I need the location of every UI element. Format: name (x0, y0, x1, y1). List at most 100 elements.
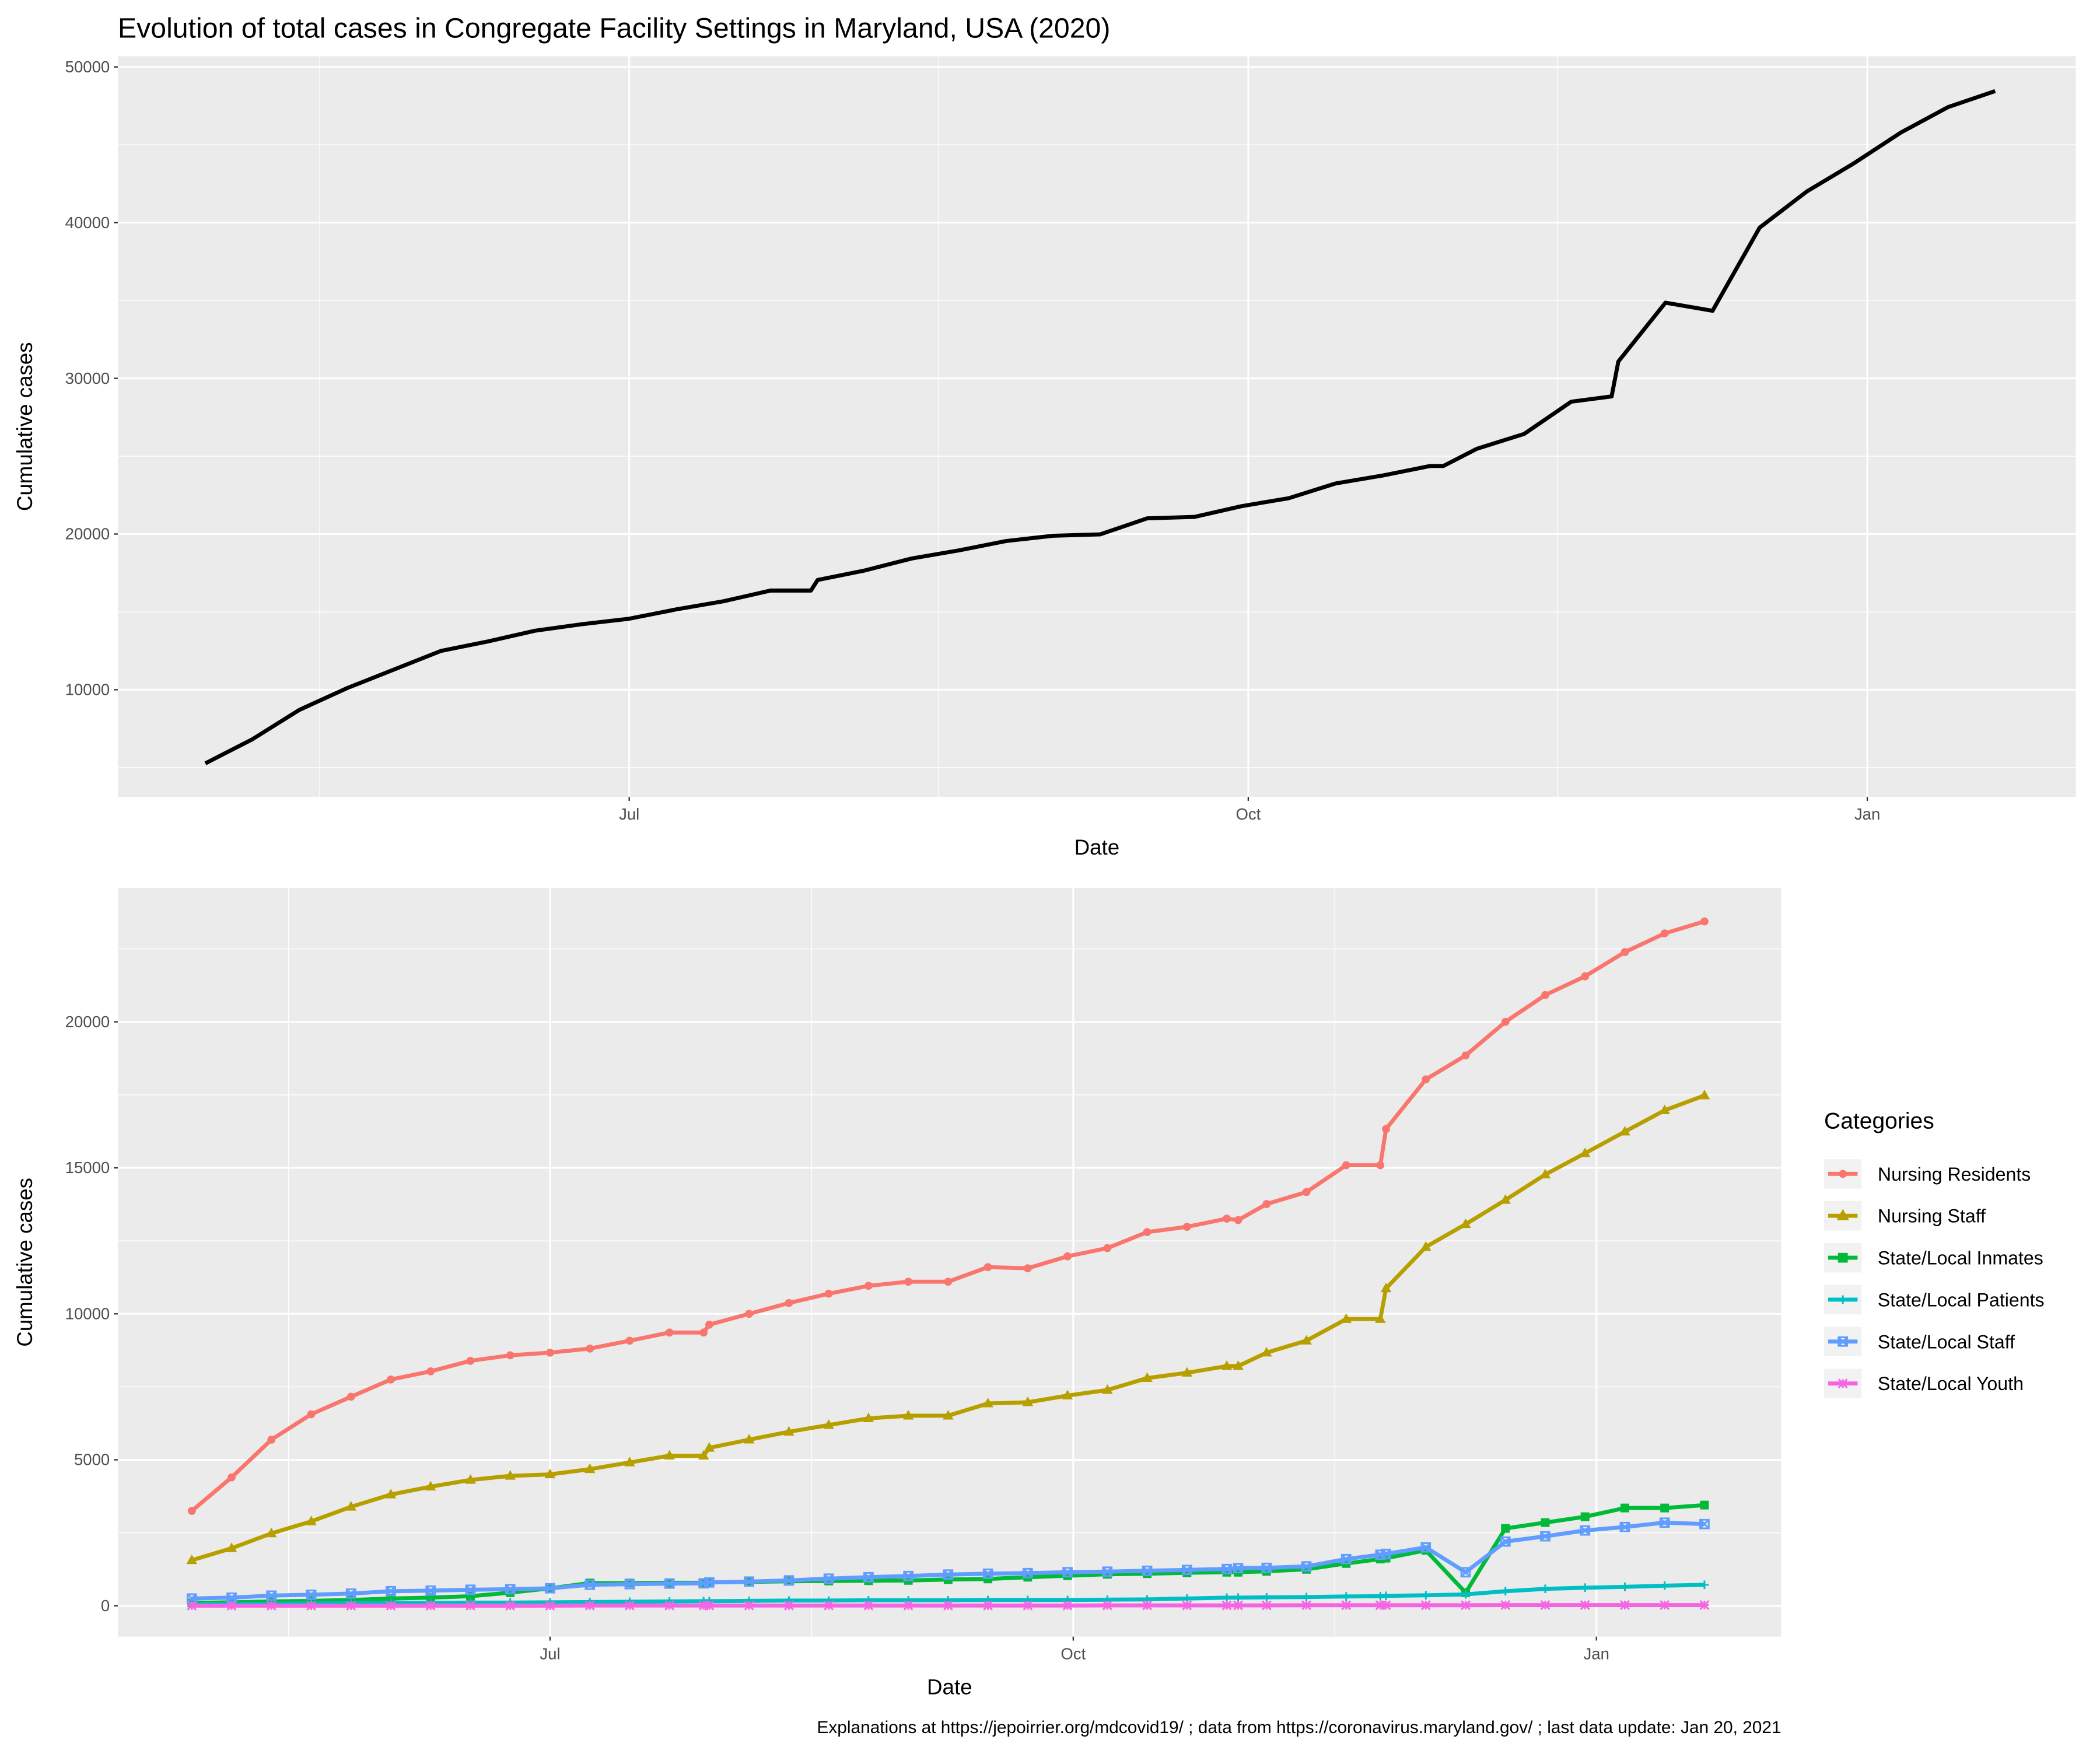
data-point (425, 1480, 436, 1491)
data-point (346, 1392, 355, 1401)
data-point (744, 1576, 755, 1587)
x-tick-label: Jul (619, 805, 639, 823)
y-tick-label: 15000 (65, 1158, 110, 1177)
data-point (387, 1376, 395, 1384)
x-tick-label: Oct (1060, 1645, 1086, 1663)
data-point (1700, 1500, 1709, 1510)
data-point (1062, 1390, 1073, 1399)
data-point (465, 1584, 476, 1595)
data-point (226, 1542, 237, 1552)
data-point (228, 1473, 236, 1482)
data-point (1262, 1592, 1271, 1602)
data-point (1301, 1600, 1311, 1611)
data-point (506, 1351, 514, 1360)
data-point (584, 1463, 596, 1474)
data-point (466, 1356, 475, 1365)
data-point (1500, 1600, 1511, 1610)
data-point (1381, 1600, 1391, 1611)
data-point (385, 1489, 397, 1499)
data-point (544, 1468, 556, 1479)
data-point (1699, 1518, 1710, 1530)
data-point (664, 1600, 675, 1611)
data-point (1142, 1372, 1153, 1382)
data-point (1580, 1600, 1590, 1610)
data-point (902, 1410, 914, 1420)
data-point (1620, 948, 1629, 957)
data-point (1501, 1017, 1510, 1026)
data-point (1540, 1531, 1550, 1542)
data-point (863, 1412, 874, 1423)
data-point (1181, 1367, 1193, 1377)
data-point (943, 1410, 954, 1420)
caption: Explanations at https://jepoirrier.org/m… (817, 1718, 1781, 1737)
data-point (664, 1578, 675, 1589)
data-point (1381, 1591, 1391, 1601)
data-point (1376, 1161, 1385, 1170)
data-point (984, 1263, 992, 1272)
data-point (1142, 1565, 1153, 1576)
y-tick-label: 20000 (65, 525, 110, 543)
data-point (1420, 1542, 1432, 1553)
data-point (744, 1600, 754, 1611)
data-point (784, 1600, 794, 1611)
data-point (1302, 1188, 1311, 1196)
data-point (1460, 1218, 1471, 1228)
data-point (1261, 1562, 1272, 1573)
data-point (1500, 1194, 1511, 1204)
data-point (187, 1507, 196, 1516)
data-point (545, 1601, 555, 1611)
legend-label: State/Local Staff (1878, 1331, 2015, 1352)
data-point (1182, 1600, 1192, 1611)
data-point (1380, 1282, 1392, 1293)
data-point (1181, 1564, 1192, 1576)
data-point (704, 1577, 715, 1588)
legend-label: Nursing Residents (1878, 1164, 2031, 1185)
data-point (1501, 1524, 1510, 1533)
data-point (226, 1601, 237, 1611)
data-point (586, 1344, 594, 1353)
data-point (1062, 1600, 1073, 1611)
data-point (1461, 1600, 1471, 1611)
data-point (1102, 1600, 1112, 1611)
data-point (1501, 1587, 1510, 1596)
data-point (1660, 1581, 1670, 1590)
data-point (1102, 1566, 1113, 1577)
data-point (187, 1601, 197, 1611)
y-axis-title: Cumulative cases (13, 1178, 37, 1347)
data-point (1234, 1593, 1242, 1602)
data-point (1619, 1126, 1630, 1136)
data-point (745, 1310, 754, 1318)
x-axis-title: Date (927, 1675, 972, 1699)
data-point (1700, 1580, 1709, 1590)
data-point (546, 1348, 554, 1357)
data-point (1381, 1548, 1391, 1559)
y-tick-label: 20000 (65, 1013, 110, 1031)
y-tick-label: 10000 (65, 1304, 110, 1322)
data-point (1375, 1600, 1385, 1611)
data-line (191, 1603, 1704, 1608)
x-tick-label: Oct (1236, 805, 1261, 823)
data-point (267, 1436, 276, 1444)
data-point (1023, 1567, 1033, 1578)
y-tick-label: 0 (101, 1597, 110, 1615)
y-tick-label: 40000 (65, 214, 110, 232)
data-point (466, 1601, 475, 1611)
data-line (191, 1093, 1706, 1563)
data-point (1619, 1521, 1630, 1532)
legend-marker (1838, 1378, 1848, 1389)
data-point (505, 1601, 516, 1611)
legend-marker (1838, 1295, 1847, 1304)
legend-label: State/Local Patients (1878, 1289, 2045, 1310)
data-point (584, 1600, 595, 1611)
data-point (1222, 1563, 1232, 1574)
data-point (704, 1600, 715, 1611)
legend-label: Nursing Staff (1878, 1206, 1986, 1227)
data-point (1301, 1335, 1312, 1345)
data-point (624, 1457, 635, 1466)
data-point (1023, 1264, 1032, 1273)
data-point (1580, 1512, 1590, 1521)
data-point (1660, 1600, 1670, 1610)
data-point (1660, 1503, 1670, 1513)
